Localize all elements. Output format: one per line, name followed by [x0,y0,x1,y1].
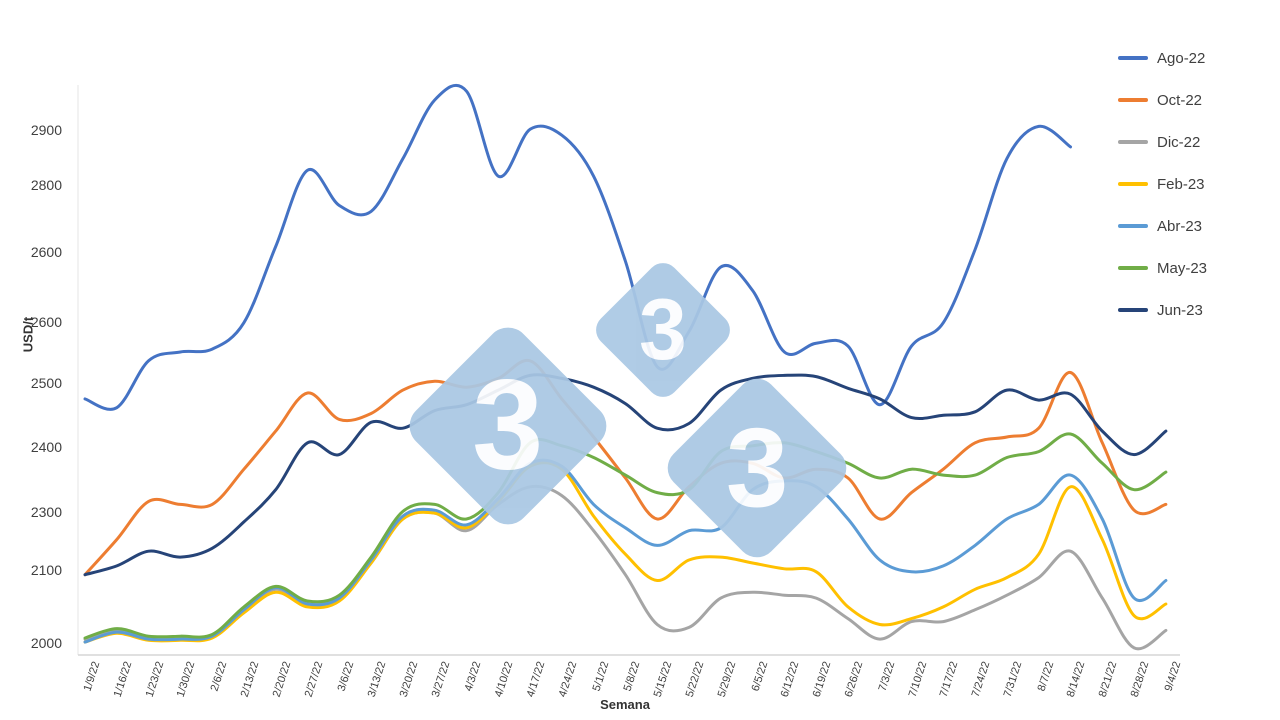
legend-item-oct-22[interactable]: Oct-22 [1118,88,1207,112]
legend-label: Feb-23 [1157,175,1205,193]
legend-item-feb-23[interactable]: Feb-23 [1118,172,1207,196]
legend-line-swatch [1118,56,1148,60]
line-abr-23 [83,458,1168,644]
y-axis-tick: 2600 [30,314,62,330]
y-axis-tick: 2900 [30,122,62,138]
line-oct-22 [83,358,1168,577]
legend-line-swatch [1118,224,1148,228]
legend-item-ago-22[interactable]: Ago-22 [1118,46,1207,70]
legend-line-swatch [1118,140,1148,144]
legend-label: Jun-23 [1157,301,1203,319]
line-feb-23 [83,461,1168,644]
line-dic-22 [83,484,1168,651]
legend-label: Abr-23 [1157,217,1203,235]
legend-label: Dic-22 [1157,133,1201,151]
line-jun-23 [83,373,1168,577]
y-axis-tick: 2400 [30,439,62,455]
legend-label: Ago-22 [1157,49,1206,67]
y-axis-tick: 2100 [30,562,62,578]
y-axis-title: USD/t [20,316,36,353]
line-may-23 [83,432,1168,640]
y-axis-tick: 2500 [30,375,62,391]
legend-line-swatch [1118,266,1148,270]
y-axis-tick: 2000 [30,635,62,651]
legend-line-swatch [1118,308,1148,312]
y-axis-tick: 2800 [30,177,62,193]
line-ago-22 [83,83,1072,411]
legend: Ago-22 Oct-22 Dic-22 Feb-23 Abr-23 May-23 Jun-… [1118,46,1207,340]
legend-item-jun-23[interactable]: Jun-23 [1118,298,1207,322]
legend-label: May-23 [1157,259,1208,277]
legend-item-abr-23[interactable]: Abr-23 [1118,214,1207,238]
y-axis-tick: 2600 [30,244,62,260]
legend-label: Oct-22 [1157,91,1203,109]
legend-line-swatch [1118,182,1148,186]
y-axis-tick: 2300 [30,504,62,520]
legend-item-dic-22[interactable]: Dic-22 [1118,130,1207,154]
legend-item-may-23[interactable]: May-23 [1118,256,1207,280]
x-axis-title: Semana [600,697,650,712]
legend-line-swatch [1118,98,1148,102]
